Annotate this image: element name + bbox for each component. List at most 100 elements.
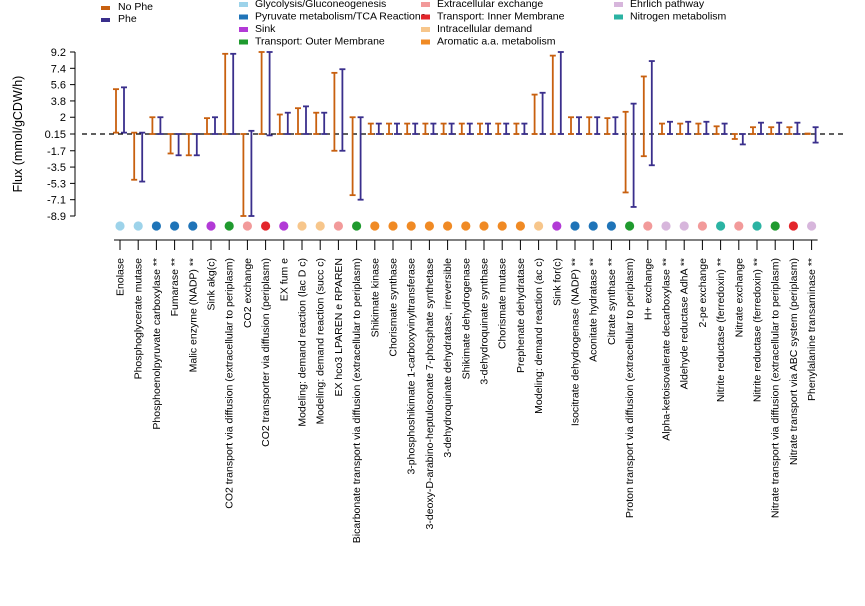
x-tick-label: Proton transport via diffusion (extracel…: [624, 258, 636, 518]
y-tick-label: 2: [60, 112, 66, 124]
x-tick-label: Citrate synthase **: [606, 258, 618, 345]
category-dot: [570, 221, 580, 231]
category-dot: [734, 221, 744, 231]
category-dot: [388, 221, 398, 231]
category-dot: [679, 221, 689, 231]
x-tick-label: Sink for(c): [551, 258, 563, 306]
x-tick-label: Modeling: demand reaction (lac D c): [297, 258, 309, 427]
legend-label: Ehrlich pathway: [630, 0, 705, 10]
category-dot: [661, 221, 671, 231]
legend-swatch-cat: [239, 2, 248, 7]
category-dot: [461, 221, 471, 231]
legend-label: Transport: Outer Membrane: [255, 36, 385, 48]
legend-swatch-cat: [239, 39, 248, 45]
x-tick-label: Prephenate dehydratase: [515, 258, 527, 373]
x-tick-label: Nitrate exchange: [733, 258, 745, 338]
legend-swatch-cat: [614, 14, 623, 20]
x-tick-label: Nitrate transport via ABC system (peripl…: [788, 258, 800, 465]
x-tick-label: CO2 exchange: [242, 258, 254, 328]
y-tick-label: -1.7: [47, 146, 66, 158]
legend-label: Pyruvate metabolism/TCA Reactions: [255, 11, 426, 23]
range-bars: [113, 51, 819, 217]
x-tick-label: Shikimate dehydrogenase: [460, 258, 472, 380]
x-tick-label: Chorismate mutase: [497, 258, 509, 349]
legend-swatch-cat: [614, 2, 623, 7]
category-dot: [552, 221, 562, 231]
legend-label: Nitrogen metabolism: [630, 11, 727, 23]
legend-swatch-cat: [239, 27, 248, 32]
x-tick-label: Sink akg(c): [206, 258, 218, 311]
category-dot: [443, 221, 453, 231]
category-dot: [424, 221, 434, 231]
x-tick-label: Chorismate synthase: [388, 258, 400, 357]
y-tick-label: -5.3: [47, 178, 66, 190]
category-dot: [279, 221, 289, 231]
x-axis-labels: Enolase Phosphoglycerate mutase Phosphoeno…: [114, 239, 818, 543]
category-dot: [352, 221, 362, 231]
legend-swatch-cat: [421, 2, 430, 7]
legend-label: Sink: [255, 23, 276, 35]
legend-label: Transport: Inner Membrane: [437, 11, 565, 23]
y-tick-label: -3.5: [47, 162, 66, 174]
category-dot: [297, 221, 307, 231]
category-dot: [151, 221, 161, 231]
y-axis: 9.2 7.4 5.6 3.8 2 0.15 -1.7 -3.5 -5.3 -7.1 -8.9 Flu…: [11, 47, 76, 223]
x-tick-label: Phosphoglycerate mutase: [133, 258, 145, 380]
category-dot: [224, 221, 234, 231]
legend-swatch-cat: [239, 14, 248, 20]
x-tick-label: Bicarbonate transport via diffusion (ext…: [351, 258, 363, 543]
legend-label: Phe: [118, 13, 137, 25]
category-dot: [406, 221, 416, 231]
y-tick-label: 7.4: [51, 63, 66, 75]
category-dot: [170, 221, 180, 231]
x-tick-label: H+ exchange: [642, 258, 654, 320]
y-tick-label: 3.8: [51, 96, 66, 108]
legend-swatch-cat: [421, 39, 430, 45]
y-tick-label: -8.9: [47, 211, 66, 223]
category-dot: [261, 221, 271, 231]
y-tick-label: 0.15: [45, 129, 66, 141]
legend-label: No Phe: [118, 1, 153, 13]
category-dot: [206, 221, 216, 231]
x-tick-label: 3-phosphoshikimate 1-carboxyvinyltransfe…: [406, 258, 418, 475]
x-tick-label: Isocitrate dehydrogenase (NADP) **: [570, 258, 582, 426]
legend-swatch-cat: [421, 14, 430, 20]
x-tick-label: Modeling: demand reaction (ac c): [533, 258, 545, 414]
category-dot: [370, 221, 380, 231]
category-dot: [807, 221, 817, 231]
category-dot: [625, 221, 635, 231]
x-tick-label: 3-dehydroquinate dehydratase, irreversib…: [442, 258, 454, 458]
x-tick-label: CO2 transporter via diffusion (periplasm…: [260, 258, 272, 447]
x-tick-label: Aldehyde reductase AdhA **: [679, 258, 691, 389]
x-tick-label: Malic enzyme (NADP) **: [187, 258, 199, 372]
category-dot: [588, 221, 598, 231]
legend-label: Aromatic a.a. metabolism: [437, 36, 556, 48]
x-tick-label: Phenylalanine transaminase **: [806, 258, 818, 401]
category-dot: [716, 221, 726, 231]
y-tick-label: 9.2: [51, 47, 66, 59]
legend-swatch-1: [101, 18, 110, 22]
x-tick-label: Alpha-ketoisovalerate decarboxylase **: [661, 258, 673, 441]
category-dot: [188, 221, 198, 231]
x-tick-label: EX fum e: [278, 258, 290, 301]
y-axis-label: Flux (mmol/gCDW/h): [11, 76, 25, 193]
legend-swatch-cat: [421, 27, 430, 32]
category-dots: [115, 221, 817, 231]
category-dot: [133, 221, 143, 231]
category-dot: [752, 221, 762, 231]
x-tick-label: EX hco3 LPAREN e RPAREN: [333, 258, 345, 397]
x-tick-label: Nitrate transport via diffusion (extrace…: [770, 258, 782, 518]
category-dot: [534, 221, 544, 231]
x-tick-label: Enolase: [115, 258, 127, 296]
x-tick-label: Nitrite reductase (ferredoxin) **: [715, 258, 727, 402]
legend-swatch-0: [101, 6, 110, 10]
x-tick-label: Shikimate kinase: [369, 258, 381, 338]
legend-label: Extracellular exchange: [437, 0, 543, 10]
category-dot: [788, 221, 799, 231]
category-dot: [643, 221, 653, 231]
category-dot: [115, 221, 125, 231]
x-tick-label: Fumarase **: [169, 258, 181, 316]
category-dot: [242, 221, 252, 231]
